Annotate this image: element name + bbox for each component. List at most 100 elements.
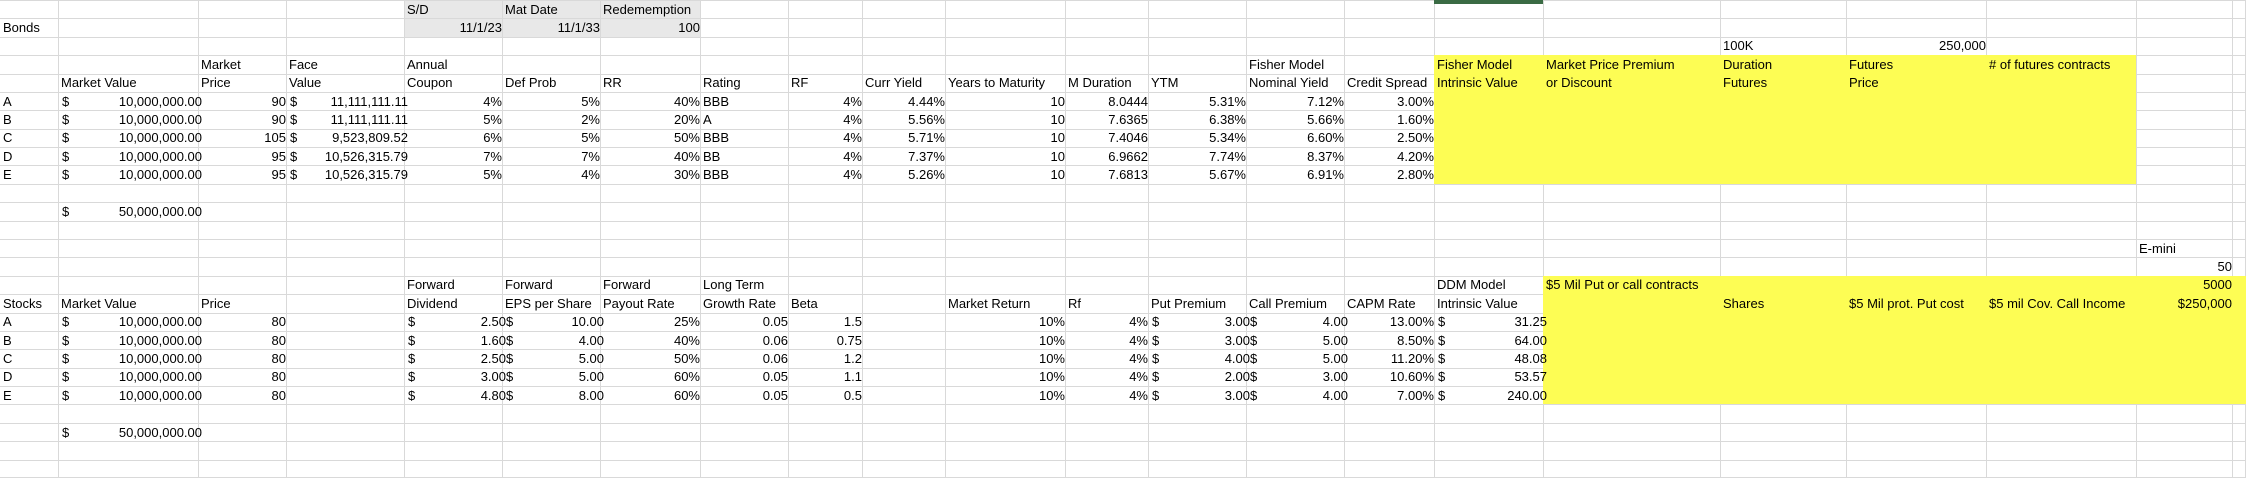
bond-row-C-market-value[interactable]: $10,000,000.00 bbox=[58, 129, 206, 147]
options-call-income-label[interactable]: $5 mil Cov. Call Income bbox=[1989, 295, 2126, 311]
settlement-date-value[interactable]: 11/1/23 bbox=[459, 20, 502, 36]
header-ddm-model-line1[interactable]: DDM Model bbox=[1437, 277, 1506, 293]
header-bond-price-line1[interactable]: Market bbox=[201, 56, 241, 72]
bond-row-B-curr-yield[interactable]: 5.56% bbox=[908, 111, 945, 127]
stock-row-B-price[interactable]: 80 bbox=[271, 332, 286, 348]
stock-row-A-growth[interactable]: 0.05 bbox=[762, 314, 788, 330]
header-futures-price-line1[interactable]: Futures bbox=[1849, 56, 1894, 72]
stock-row-B-id[interactable]: B bbox=[3, 332, 12, 348]
bond-row-E-rr[interactable]: 30% bbox=[673, 167, 700, 183]
stock-row-B-put-premium[interactable]: $3.00 bbox=[1148, 331, 1254, 349]
bond-row-D-m-duration[interactable]: 6.9662 bbox=[1108, 148, 1148, 164]
emini-multiplier[interactable]: 50 bbox=[2217, 259, 2232, 275]
stock-row-E-market-value[interactable]: $10,000,000.00 bbox=[58, 386, 206, 404]
bond-row-D-face-value[interactable]: $10,526,315.79 bbox=[286, 147, 412, 165]
bond-row-A-credit-spread[interactable]: 3.00% bbox=[1397, 93, 1434, 109]
bond-row-A-market-value[interactable]: $10,000,000.00 bbox=[58, 92, 206, 110]
bond-row-A-face-value[interactable]: $11,111,111.11 bbox=[286, 92, 412, 110]
stock-row-A-market-return[interactable]: 10% bbox=[1038, 314, 1065, 330]
stock-row-C-dividend[interactable]: $2.50 bbox=[404, 349, 510, 367]
header-forward-dividend-line1[interactable]: Forward bbox=[407, 277, 455, 293]
stock-row-E-intrinsic[interactable]: $240.00 bbox=[1434, 386, 1551, 404]
header-futures-price-line2[interactable]: Price bbox=[1849, 75, 1879, 91]
header-fisher-intrinsic-line1[interactable]: Fisher Model bbox=[1437, 56, 1513, 72]
stock-row-C-call-premium[interactable]: $5.00 bbox=[1246, 349, 1352, 367]
stock-row-D-id[interactable]: D bbox=[3, 369, 13, 385]
header-maturity-date[interactable]: Mat Date bbox=[505, 1, 558, 17]
stock-row-C-put-premium[interactable]: $4.00 bbox=[1148, 349, 1254, 367]
stock-row-E-eps[interactable]: $8.00 bbox=[502, 386, 608, 404]
stock-row-B-growth[interactable]: 0.06 bbox=[762, 332, 788, 348]
bond-row-E-market-value[interactable]: $10,000,000.00 bbox=[58, 165, 206, 183]
stock-row-C-id[interactable]: C bbox=[3, 350, 13, 366]
header-rating[interactable]: Rating bbox=[703, 75, 741, 91]
bond-row-D-ytm[interactable]: 7.74% bbox=[1209, 148, 1246, 164]
stock-row-D-eps[interactable]: $5.00 bbox=[502, 368, 608, 386]
bond-row-B-m-duration[interactable]: 7.6365 bbox=[1108, 111, 1148, 127]
bond-row-C-curr-yield[interactable]: 5.71% bbox=[908, 130, 945, 146]
stock-row-B-eps[interactable]: $4.00 bbox=[502, 331, 608, 349]
stock-row-D-dividend[interactable]: $3.00 bbox=[404, 368, 510, 386]
stock-row-D-rf[interactable]: 4% bbox=[1129, 369, 1148, 385]
bond-row-E-price[interactable]: 95 bbox=[271, 167, 286, 183]
header-fisher-intrinsic-line2[interactable]: Intrinsic Value bbox=[1437, 75, 1518, 91]
header-fisher-nominal-line1[interactable]: Fisher Model bbox=[1249, 56, 1325, 72]
bond-total-market-value[interactable]: $50,000,000.00 bbox=[58, 202, 206, 220]
bond-row-C-credit-spread[interactable]: 2.50% bbox=[1397, 130, 1434, 146]
bond-row-A-price[interactable]: 90 bbox=[271, 93, 286, 109]
header-duration-futures-line1[interactable]: Duration bbox=[1723, 56, 1773, 72]
bond-row-C-rating[interactable]: BBB bbox=[703, 130, 730, 146]
emini-label[interactable]: E-mini bbox=[2139, 240, 2176, 256]
header-forward-payout-line1[interactable]: Forward bbox=[603, 277, 651, 293]
stock-row-E-dividend[interactable]: $4.80 bbox=[404, 386, 510, 404]
bond-row-D-credit-spread[interactable]: 4.20% bbox=[1397, 148, 1434, 164]
stock-row-E-put-premium[interactable]: $3.00 bbox=[1148, 386, 1254, 404]
bond-row-B-price[interactable]: 90 bbox=[271, 111, 286, 127]
bond-row-D-market-value[interactable]: $10,000,000.00 bbox=[58, 147, 206, 165]
bonds-section-label[interactable]: Bonds bbox=[3, 20, 40, 36]
bond-row-B-face-value[interactable]: $11,111,111.11 bbox=[286, 110, 412, 128]
bond-row-A-m-duration[interactable]: 8.0444 bbox=[1108, 93, 1148, 109]
header-call-premium[interactable]: Call Premium bbox=[1249, 295, 1328, 311]
stock-row-E-rf[interactable]: 4% bbox=[1129, 387, 1148, 403]
bond-row-B-rr[interactable]: 20% bbox=[673, 111, 700, 127]
stock-row-C-growth[interactable]: 0.06 bbox=[762, 350, 788, 366]
header-face-value-line1[interactable]: Face bbox=[289, 56, 318, 72]
header-market-return[interactable]: Market Return bbox=[948, 295, 1031, 311]
stock-row-E-id[interactable]: E bbox=[3, 387, 12, 403]
stock-row-D-capm[interactable]: 10.60% bbox=[1389, 369, 1434, 385]
bond-row-C-id[interactable]: C bbox=[3, 130, 13, 146]
bond-row-E-face-value[interactable]: $10,526,315.79 bbox=[286, 165, 412, 183]
stock-row-A-rf[interactable]: 4% bbox=[1129, 314, 1148, 330]
bond-row-C-coupon[interactable]: 6% bbox=[483, 130, 502, 146]
bond-row-A-curr-yield[interactable]: 4.44% bbox=[908, 93, 945, 109]
bond-row-A-rating[interactable]: BBB bbox=[703, 93, 730, 109]
header-stock-market-value[interactable]: Market Value bbox=[61, 295, 137, 311]
stock-row-D-call-premium[interactable]: $3.00 bbox=[1246, 368, 1352, 386]
header-forward-eps-line1[interactable]: Forward bbox=[505, 277, 553, 293]
bond-row-A-rr[interactable]: 40% bbox=[673, 93, 700, 109]
header-forward-eps-line2[interactable]: EPS per Share bbox=[505, 295, 592, 311]
maturity-date-value[interactable]: 11/1/33 bbox=[557, 20, 600, 36]
bond-row-B-rf[interactable]: 4% bbox=[843, 111, 862, 127]
stock-row-D-payout[interactable]: 60% bbox=[673, 369, 700, 385]
bond-row-D-rr[interactable]: 40% bbox=[673, 148, 700, 164]
bond-row-B-coupon[interactable]: 5% bbox=[483, 111, 502, 127]
stock-row-B-beta[interactable]: 0.75 bbox=[836, 332, 862, 348]
stock-row-A-capm[interactable]: 13.00% bbox=[1389, 314, 1434, 330]
bond-row-C-nominal-yield[interactable]: 6.60% bbox=[1307, 130, 1344, 146]
header-redemption[interactable]: Redememption bbox=[603, 1, 692, 17]
bond-row-B-def-prob[interactable]: 2% bbox=[581, 111, 600, 127]
header-def-prob[interactable]: Def Prob bbox=[505, 75, 557, 91]
options-put-call-label[interactable]: $5 Mil Put or call contracts bbox=[1546, 277, 1699, 293]
stock-row-A-id[interactable]: A bbox=[3, 314, 12, 330]
bond-row-B-ytm[interactable]: 6.38% bbox=[1209, 111, 1246, 127]
bond-row-C-years[interactable]: 10 bbox=[1050, 130, 1065, 146]
bond-row-C-def-prob[interactable]: 5% bbox=[581, 130, 600, 146]
stock-row-B-payout[interactable]: 40% bbox=[673, 332, 700, 348]
header-face-value-line2[interactable]: Value bbox=[289, 75, 322, 91]
bond-row-D-def-prob[interactable]: 7% bbox=[581, 148, 600, 164]
header-bond-rf[interactable]: RF bbox=[791, 75, 809, 91]
bond-row-A-nominal-yield[interactable]: 7.12% bbox=[1307, 93, 1344, 109]
bond-row-E-rating[interactable]: BBB bbox=[703, 167, 730, 183]
